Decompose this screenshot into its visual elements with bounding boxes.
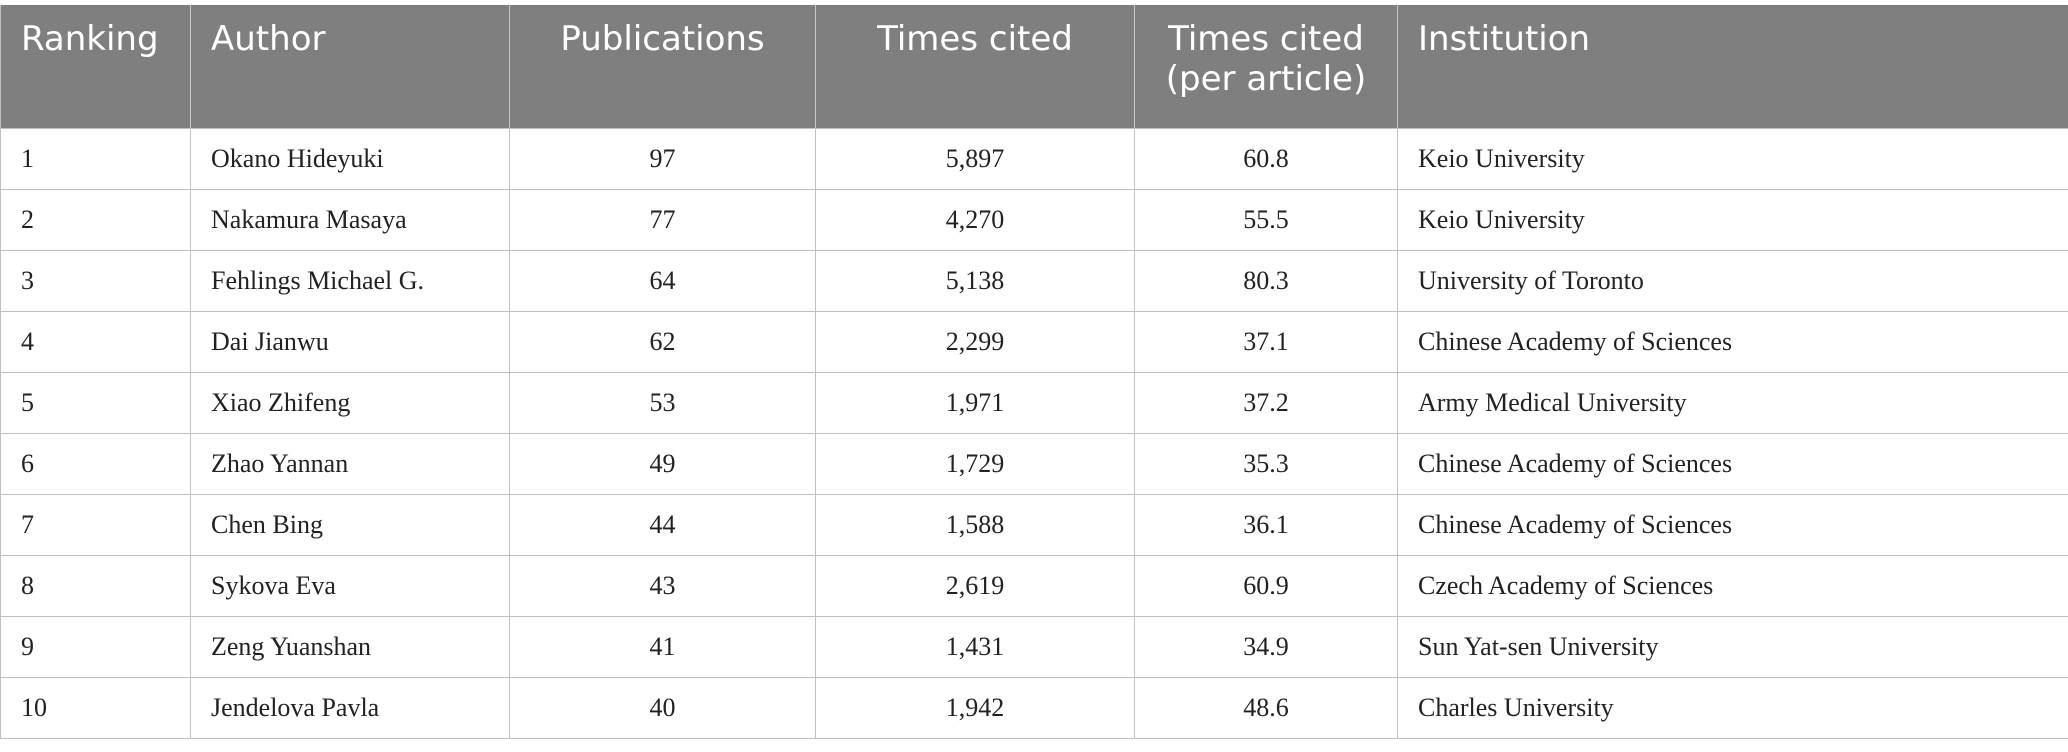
table-cell: Okano Hideyuki <box>191 129 510 190</box>
table-cell: Fehlings Michael G. <box>191 251 510 312</box>
table-cell: 60.9 <box>1135 556 1398 617</box>
table-cell: Keio University <box>1398 129 2068 190</box>
table-cell: 2 <box>1 190 191 251</box>
table-cell: 53 <box>510 373 816 434</box>
table-cell: University of Toronto <box>1398 251 2068 312</box>
table-cell: 5,138 <box>816 251 1135 312</box>
table-cell: Sykova Eva <box>191 556 510 617</box>
table-cell: Nakamura Masaya <box>191 190 510 251</box>
table-cell: 1,971 <box>816 373 1135 434</box>
table-cell: 4 <box>1 312 191 373</box>
table-cell: 8 <box>1 556 191 617</box>
table-cell: 64 <box>510 251 816 312</box>
table-cell: 37.2 <box>1135 373 1398 434</box>
table-cell: 48.6 <box>1135 678 1398 739</box>
table-cell: Chinese Academy of Sciences <box>1398 495 2068 556</box>
table-cell: Chen Bing <box>191 495 510 556</box>
table-cell: 2,299 <box>816 312 1135 373</box>
table-cell: 1,729 <box>816 434 1135 495</box>
table-cell: 80.3 <box>1135 251 1398 312</box>
table-cell: 36.1 <box>1135 495 1398 556</box>
table-cell: 5,897 <box>816 129 1135 190</box>
table-cell: 6 <box>1 434 191 495</box>
table-cell: 2,619 <box>816 556 1135 617</box>
table-cell: Jendelova Pavla <box>191 678 510 739</box>
header-cell: Times cited (per article) <box>1135 5 1398 129</box>
table-cell: 43 <box>510 556 816 617</box>
table-cell: 49 <box>510 434 816 495</box>
table-cell: 40 <box>510 678 816 739</box>
table-cell: 77 <box>510 190 816 251</box>
table-cell: 60.8 <box>1135 129 1398 190</box>
table-cell: 7 <box>1 495 191 556</box>
table-cell: Czech Academy of Sciences <box>1398 556 2068 617</box>
table-cell: Zeng Yuanshan <box>191 617 510 678</box>
header-cell: Ranking <box>1 5 191 129</box>
table-cell: 1 <box>1 129 191 190</box>
table-cell: 44 <box>510 495 816 556</box>
table-cell: 4,270 <box>816 190 1135 251</box>
table-cell: 3 <box>1 251 191 312</box>
table-cell: Chinese Academy of Sciences <box>1398 312 2068 373</box>
header-cell: Institution <box>1398 5 2068 129</box>
table-cell: 1,588 <box>816 495 1135 556</box>
table-cell: 41 <box>510 617 816 678</box>
table-cell: 1,431 <box>816 617 1135 678</box>
table-cell: 55.5 <box>1135 190 1398 251</box>
table-cell: 34.9 <box>1135 617 1398 678</box>
header-cell: Times cited <box>816 5 1135 129</box>
header-cell: Publications <box>510 5 816 129</box>
table-cell: 62 <box>510 312 816 373</box>
table-cell: Charles University <box>1398 678 2068 739</box>
table-cell: 5 <box>1 373 191 434</box>
table-cell: 37.1 <box>1135 312 1398 373</box>
table-cell: 1,942 <box>816 678 1135 739</box>
table-cell: Dai Jianwu <box>191 312 510 373</box>
header-cell: Author <box>191 5 510 129</box>
table-cell: Army Medical University <box>1398 373 2068 434</box>
table-cell: 35.3 <box>1135 434 1398 495</box>
table-cell: Xiao Zhifeng <box>191 373 510 434</box>
table-cell: Sun Yat-sen University <box>1398 617 2068 678</box>
table-cell: 97 <box>510 129 816 190</box>
table-cell: Chinese Academy of Sciences <box>1398 434 2068 495</box>
table-cell: 10 <box>1 678 191 739</box>
table-cell: Zhao Yannan <box>191 434 510 495</box>
table-cell: Keio University <box>1398 190 2068 251</box>
table-cell: 9 <box>1 617 191 678</box>
